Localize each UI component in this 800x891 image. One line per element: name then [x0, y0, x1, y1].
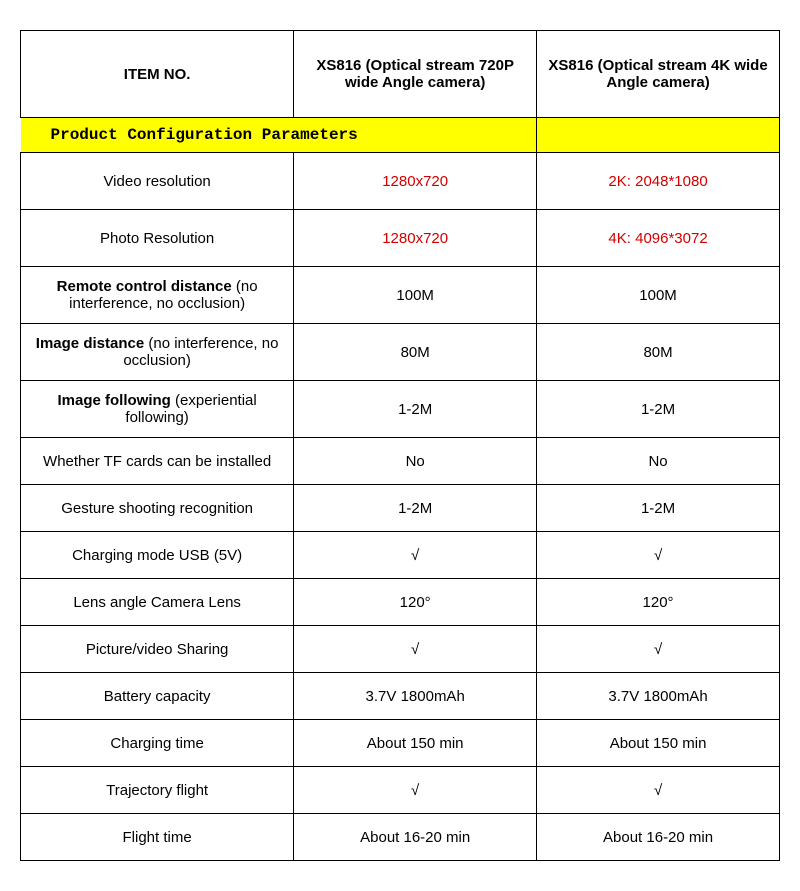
col-header-4k: XS816 (Optical stream 4K wide Angle came…	[537, 31, 780, 118]
row-value-720p: 1-2M	[294, 381, 537, 438]
table-row: Remote control distance (no interference…	[21, 267, 780, 324]
section-title-blank	[537, 118, 780, 153]
table-row: Gesture shooting recognition1-2M1-2M	[21, 485, 780, 532]
table-row: Photo Resolution1280x7204K: 4096*3072	[21, 210, 780, 267]
table-body: Product Configuration Parameters Video r…	[21, 118, 780, 861]
table-row: Charging timeAbout 150 minAbout 150 min	[21, 720, 780, 767]
row-value-720p: About 150 min	[294, 720, 537, 767]
row-value-720p: √	[294, 767, 537, 814]
row-label: Image distance (no interference, no occl…	[21, 324, 294, 381]
row-label: Battery capacity	[21, 673, 294, 720]
row-value-4k: 1-2M	[537, 485, 780, 532]
row-value-720p: 1280x720	[294, 153, 537, 210]
row-label: Charging mode USB (5V)	[21, 532, 294, 579]
row-value-4k: 80M	[537, 324, 780, 381]
table-row: Lens angle Camera Lens120°120°	[21, 579, 780, 626]
row-value-720p: 120°	[294, 579, 537, 626]
row-value-4k: √	[537, 767, 780, 814]
table-row: Trajectory flight√√	[21, 767, 780, 814]
row-value-4k: No	[537, 438, 780, 485]
row-label: Whether TF cards can be installed	[21, 438, 294, 485]
row-value-4k: √	[537, 532, 780, 579]
row-label: Picture/video Sharing	[21, 626, 294, 673]
row-value-720p: 100M	[294, 267, 537, 324]
row-value-720p: √	[294, 532, 537, 579]
row-value-4k: 1-2M	[537, 381, 780, 438]
row-value-4k: 4K: 4096*3072	[537, 210, 780, 267]
row-label: Remote control distance (no interference…	[21, 267, 294, 324]
table-row: Whether TF cards can be installedNoNo	[21, 438, 780, 485]
row-label: Gesture shooting recognition	[21, 485, 294, 532]
table-row: Flight timeAbout 16-20 minAbout 16-20 mi…	[21, 814, 780, 861]
row-value-720p: About 16-20 min	[294, 814, 537, 861]
table-row: Battery capacity3.7V 1800mAh3.7V 1800mAh	[21, 673, 780, 720]
row-value-4k: √	[537, 626, 780, 673]
row-label: Image following (experiential following)	[21, 381, 294, 438]
row-label: Video resolution	[21, 153, 294, 210]
row-value-720p: 3.7V 1800mAh	[294, 673, 537, 720]
row-value-4k: About 150 min	[537, 720, 780, 767]
row-value-720p: 1-2M	[294, 485, 537, 532]
col-header-720p: XS816 (Optical stream 720P wide Angle ca…	[294, 31, 537, 118]
row-value-720p: 80M	[294, 324, 537, 381]
section-header-row: Product Configuration Parameters	[21, 118, 780, 153]
row-label: Charging time	[21, 720, 294, 767]
row-value-4k: 2K: 2048*1080	[537, 153, 780, 210]
row-label: Trajectory flight	[21, 767, 294, 814]
row-value-720p: No	[294, 438, 537, 485]
row-value-4k: 120°	[537, 579, 780, 626]
table-row: Video resolution1280x7202K: 2048*1080	[21, 153, 780, 210]
row-label: Flight time	[21, 814, 294, 861]
col-header-item: ITEM NO.	[21, 31, 294, 118]
table-header-row: ITEM NO. XS816 (Optical stream 720P wide…	[21, 31, 780, 118]
section-title: Product Configuration Parameters	[21, 118, 537, 153]
table-row: Picture/video Sharing√√	[21, 626, 780, 673]
table-row: Image following (experiential following)…	[21, 381, 780, 438]
row-value-720p: 1280x720	[294, 210, 537, 267]
row-value-4k: 100M	[537, 267, 780, 324]
row-value-4k: About 16-20 min	[537, 814, 780, 861]
spec-table: ITEM NO. XS816 (Optical stream 720P wide…	[20, 30, 780, 861]
row-value-720p: √	[294, 626, 537, 673]
row-label: Lens angle Camera Lens	[21, 579, 294, 626]
table-row: Image distance (no interference, no occl…	[21, 324, 780, 381]
row-label: Photo Resolution	[21, 210, 294, 267]
table-row: Charging mode USB (5V)√√	[21, 532, 780, 579]
row-value-4k: 3.7V 1800mAh	[537, 673, 780, 720]
